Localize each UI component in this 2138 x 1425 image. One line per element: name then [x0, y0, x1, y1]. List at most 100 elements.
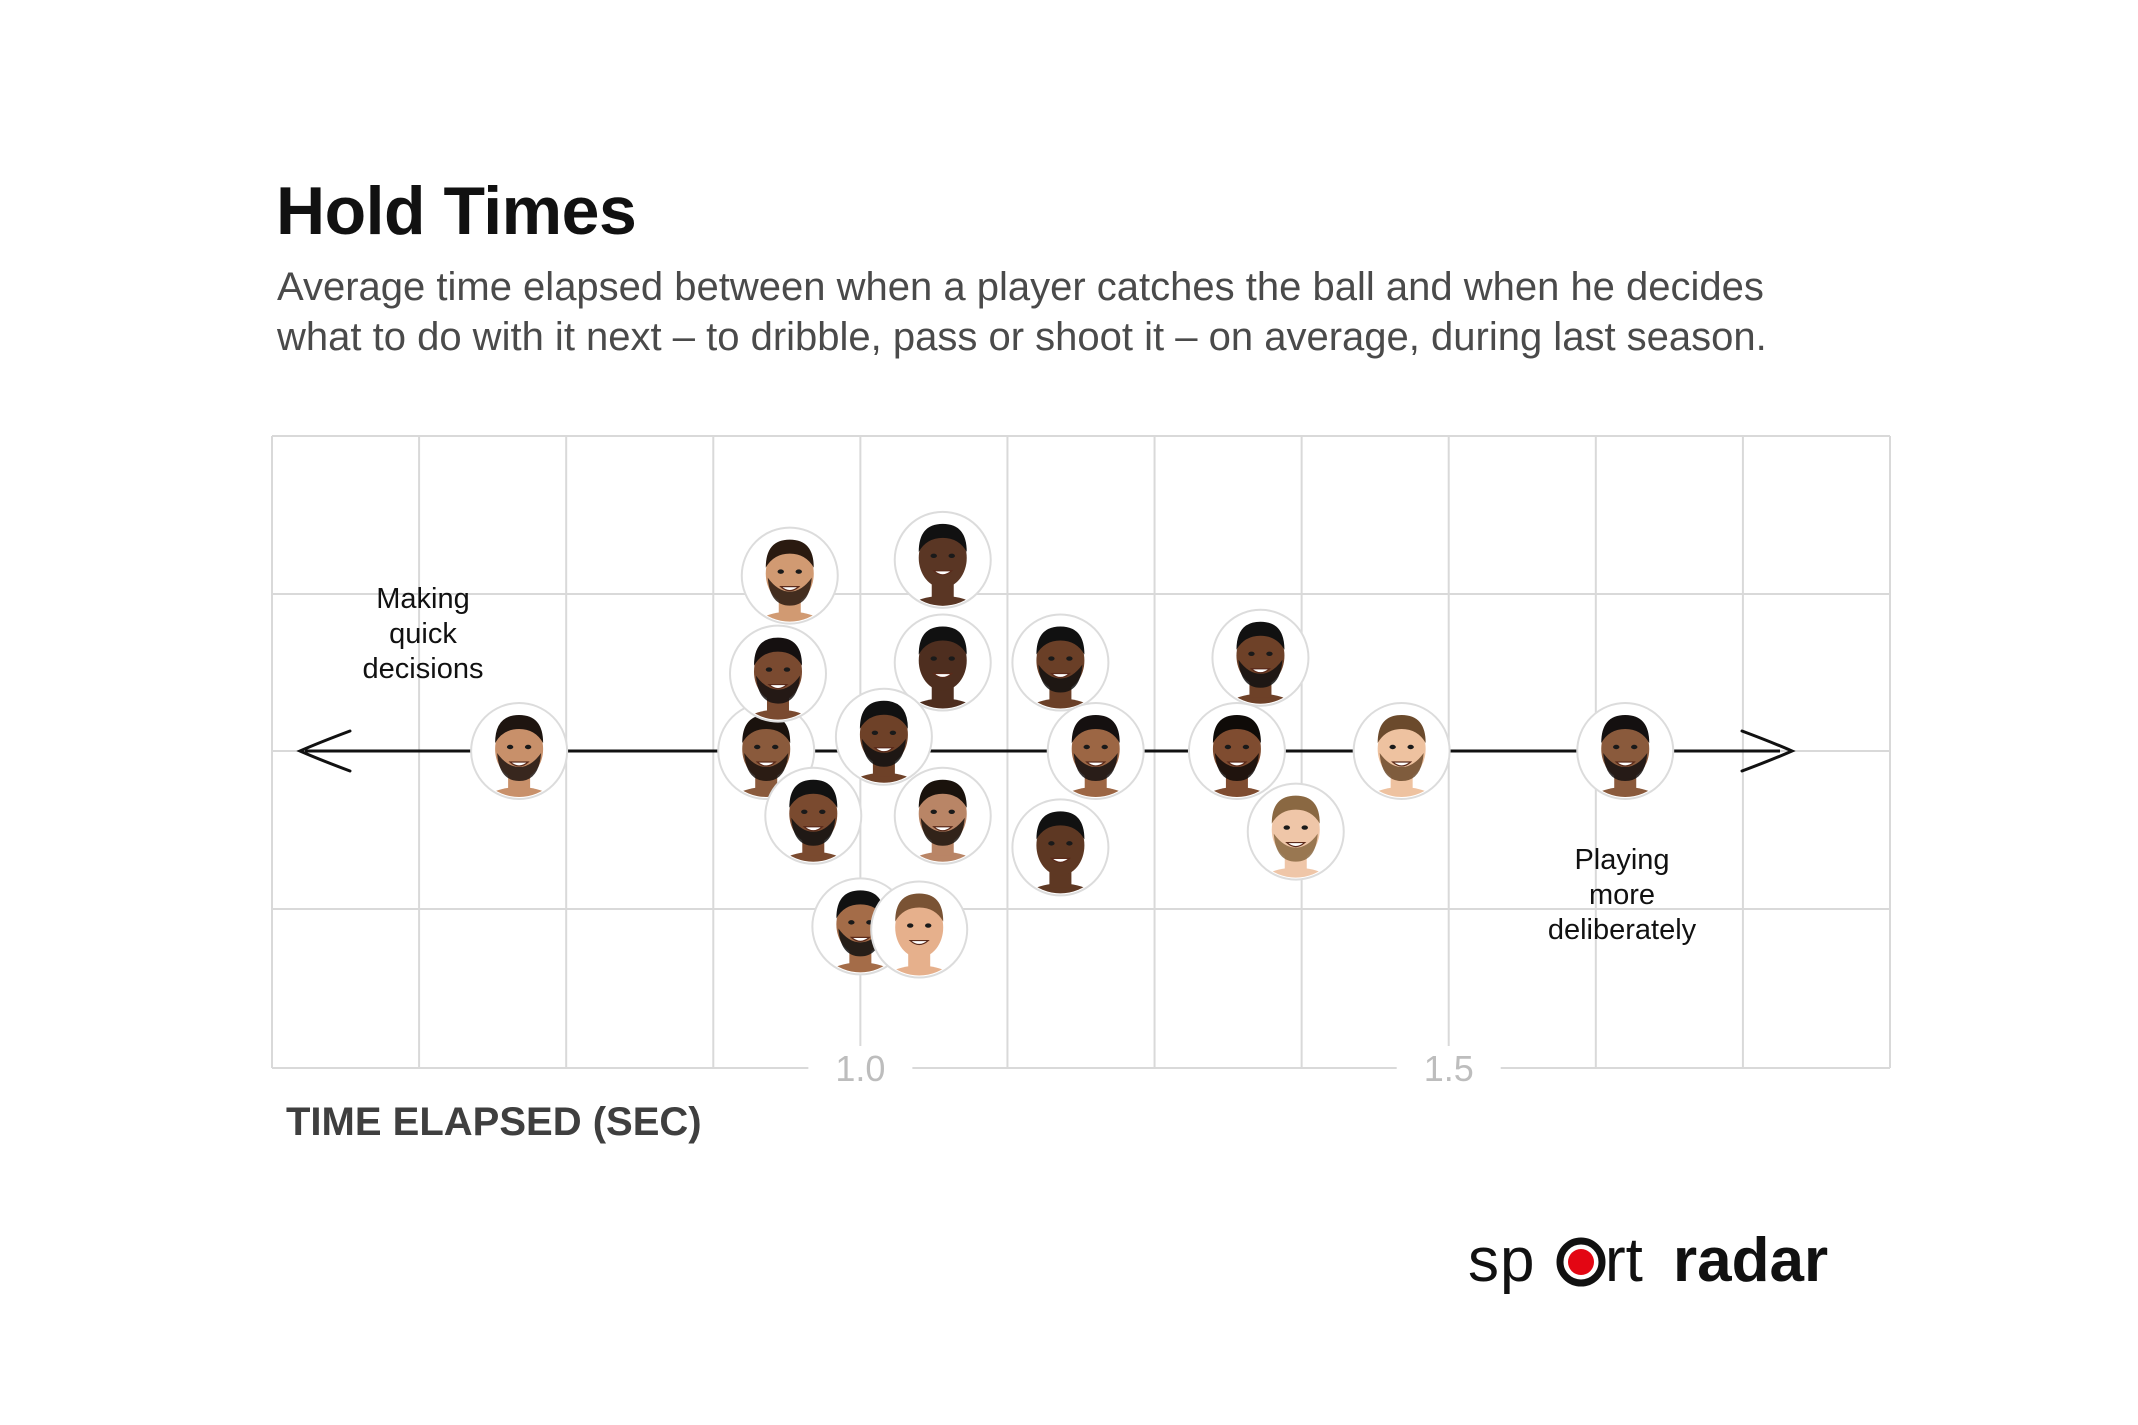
player-eye [889, 730, 897, 735]
player-eye [848, 920, 855, 925]
annotation-playing-deliberately-line: Playing [1574, 844, 1669, 876]
logo-o-mark [1556, 1237, 1606, 1287]
player-face [1357, 715, 1446, 797]
player-hair [1601, 715, 1650, 743]
annotation-quick-decisions-line: quick [389, 618, 457, 650]
player-face [1251, 795, 1340, 878]
player-beard [755, 675, 800, 704]
x-tick-label: 1.5 [1424, 1048, 1474, 1089]
player-face [839, 700, 928, 783]
left-arrowhead [296, 729, 352, 773]
player-smile [779, 586, 801, 592]
player-beard [838, 928, 883, 957]
player-hair [1036, 811, 1085, 840]
player-eye [948, 553, 955, 559]
player-hair [765, 539, 814, 568]
player-smile [1049, 857, 1071, 863]
player-hair [1071, 715, 1120, 743]
player-smile [932, 570, 954, 576]
player-point [870, 880, 969, 979]
player-smile [1049, 672, 1071, 679]
player-smile [755, 761, 777, 767]
sportradar-logo: sp rt radar [1468, 1228, 1828, 1295]
player-beard [861, 738, 906, 767]
player-eye [1066, 841, 1073, 846]
player-eye [1407, 744, 1414, 750]
player-face [745, 539, 834, 622]
player-eye [1248, 651, 1255, 656]
player-face [898, 779, 987, 862]
player-face [875, 893, 964, 976]
player-face [1051, 715, 1140, 797]
player-point [1011, 613, 1110, 712]
player-eye [1066, 656, 1073, 661]
player-shoulders [1581, 787, 1670, 797]
player-head [1036, 815, 1085, 876]
player-beard [1073, 753, 1118, 781]
player-smile [1391, 761, 1413, 767]
player-hair [918, 779, 967, 808]
player-point [893, 510, 992, 609]
player-hair [1236, 621, 1285, 650]
player-smile [908, 939, 930, 946]
player-eye [1283, 825, 1290, 830]
player-shoulders [1357, 787, 1446, 797]
chart-title: Hold Times [276, 173, 637, 249]
player-face [1192, 715, 1281, 797]
player-eye [948, 809, 955, 814]
player-smile [849, 936, 871, 942]
player-eye [777, 569, 784, 574]
player-eye [1301, 825, 1308, 830]
player-eye [930, 656, 937, 661]
player-smile [508, 761, 530, 767]
player-eye [948, 656, 955, 661]
player-point [1046, 702, 1145, 800]
player-smile [1614, 761, 1636, 767]
player-eye [1631, 744, 1638, 750]
player-eye [1101, 744, 1108, 750]
player-eye [1048, 656, 1055, 661]
player-eye [819, 809, 826, 814]
player-point [1576, 702, 1675, 800]
annotation-quick-decisions-line: decisions [363, 653, 484, 685]
player-eye [871, 730, 879, 735]
player-eye [783, 667, 791, 672]
player-hair [753, 637, 802, 666]
player-face [1581, 715, 1670, 797]
player-eye [925, 923, 932, 928]
player-eye [795, 569, 802, 574]
player-eye [506, 744, 514, 750]
player-smile [1085, 761, 1107, 767]
player-point [1211, 608, 1310, 707]
annotation-playing-deliberately-line: more [1589, 879, 1655, 911]
player-point [1352, 702, 1451, 800]
player-eye [801, 809, 808, 814]
player-face [475, 715, 564, 797]
player-eye [1048, 841, 1055, 846]
chart-subtitle-line-2: what to do with it next – to dribble, pa… [277, 315, 1767, 359]
player-shoulders [875, 965, 964, 976]
player-point [728, 624, 827, 723]
player-point [893, 613, 992, 712]
player-head [918, 630, 967, 691]
player-smile [1226, 761, 1248, 767]
player-smile [932, 826, 954, 832]
player-face [898, 523, 987, 606]
player-eye [754, 744, 761, 750]
player-eye [1266, 651, 1273, 656]
player-face [1016, 626, 1105, 709]
player-eye [1389, 744, 1396, 750]
player-shoulders [475, 787, 564, 797]
player-eye [765, 667, 773, 672]
player-beard [497, 753, 542, 781]
player-face [898, 626, 987, 709]
player-face [769, 779, 858, 862]
player-point [470, 702, 569, 800]
chart-subtitle-line-1: Average time elapsed between when a play… [277, 265, 1764, 309]
x-axis-label: TIME ELAPSED (SEC) [286, 1100, 702, 1144]
chart-annotations: Making quick decisions Playing more deliberat… [363, 583, 1697, 946]
player-smile [767, 683, 789, 690]
player-hair [1212, 715, 1261, 743]
player-face [816, 890, 905, 973]
